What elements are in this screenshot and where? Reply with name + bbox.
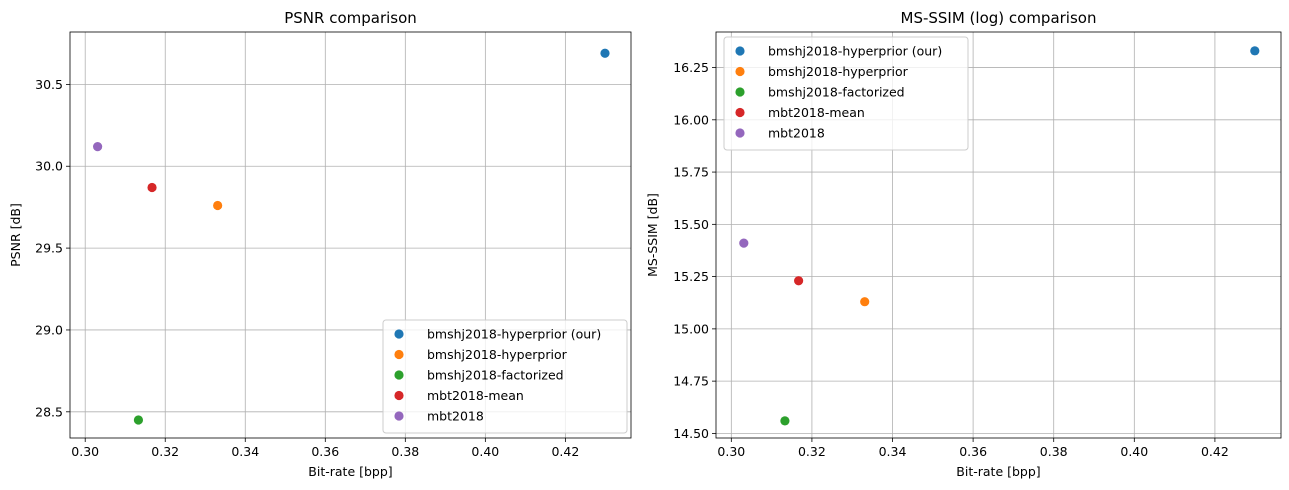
data-point xyxy=(860,297,870,307)
legend-marker xyxy=(735,107,745,118)
data-point xyxy=(147,182,157,193)
legend-marker xyxy=(735,66,745,77)
x-tick-label: 0.30 xyxy=(717,444,745,459)
legend-label: mbt2018-mean xyxy=(427,388,524,403)
y-tick-label: 14.75 xyxy=(673,374,709,389)
x-tick-label: 0.42 xyxy=(551,444,579,459)
plot-frame xyxy=(69,31,632,439)
data-point xyxy=(739,238,749,248)
chart-title: PSNR comparison xyxy=(284,9,417,27)
y-tick-label: 16.25 xyxy=(673,60,709,75)
legend-label: mbt2018-mean xyxy=(768,105,865,120)
legend-marker xyxy=(735,128,745,138)
x-tick-label: 0.40 xyxy=(471,444,499,459)
legend-marker xyxy=(735,87,745,97)
chart-2: 0.30 0.32 0.34 0.36 0.38 0.40 0.42 14.50 14.75 15… xyxy=(645,9,1282,479)
y-tick-label: 15.25 xyxy=(673,269,709,284)
y-axis-label: MS-SSIM [dB] xyxy=(645,193,660,277)
chart-title: MS-SSIM (log) comparison xyxy=(901,9,1097,27)
y-tick-label: 29.5 xyxy=(35,241,63,256)
y-tick-label: 15.00 xyxy=(673,321,709,336)
legend-label: bmshj2018-hyperprior xyxy=(768,64,909,79)
legend-marker xyxy=(394,370,404,380)
data-point xyxy=(794,276,804,286)
x-tick-label: 0.38 xyxy=(1040,444,1068,459)
x-tick-label: 0.34 xyxy=(231,444,259,459)
data-point xyxy=(213,200,223,211)
x-axis-label: Bit-rate [bpp] xyxy=(956,464,1040,479)
legend-marker xyxy=(394,411,404,421)
x-tick-label: 0.34 xyxy=(879,444,907,459)
legend: bmshj2018-hyperprior (our) bmshj2018-hype… xyxy=(382,319,628,434)
data-point xyxy=(600,48,610,58)
legend-label: bmshj2018-hyperprior xyxy=(427,347,568,362)
y-tick-label: 15.75 xyxy=(673,165,709,180)
x-tick-label: 0.36 xyxy=(311,444,339,459)
legend-label: mbt2018 xyxy=(768,126,825,141)
x-tick-label: 0.32 xyxy=(798,444,826,459)
legend-label: bmshj2018-hyperprior (our) xyxy=(768,44,942,59)
y-tick-label: 15.50 xyxy=(673,217,709,232)
y-tick-label: 29.0 xyxy=(35,322,63,337)
data-point xyxy=(1250,46,1260,56)
legend-marker xyxy=(394,349,404,360)
x-axis-label: Bit-rate [bpp] xyxy=(308,464,392,479)
x-tick-label: 0.38 xyxy=(391,444,419,459)
plot-frame xyxy=(715,31,1282,439)
y-axis-label: PSNR [dB] xyxy=(8,203,23,267)
legend-box xyxy=(723,36,969,151)
x-tick-label: 0.36 xyxy=(959,444,987,459)
legend-label: bmshj2018-factorized xyxy=(427,368,564,383)
x-tick-label: 0.40 xyxy=(1120,444,1148,459)
x-tick-label: 0.32 xyxy=(151,444,179,459)
legend-label: mbt2018 xyxy=(427,409,484,424)
legend-label: bmshj2018-hyperprior (our) xyxy=(427,327,601,342)
legend-marker xyxy=(735,46,745,56)
x-tick-label: 0.30 xyxy=(71,444,99,459)
y-tick-label: 28.5 xyxy=(35,404,63,419)
chart-1: 0.30 0.32 0.34 0.36 0.38 0.40 0.42 28.5 29.0 29.5… xyxy=(8,9,632,479)
legend: bmshj2018-hyperprior (our) bmshj2018-hype… xyxy=(723,36,969,151)
legend-label: bmshj2018-factorized xyxy=(768,85,905,100)
y-tick-label: 30.5 xyxy=(35,77,63,92)
data-point xyxy=(93,141,103,152)
legend-marker xyxy=(394,329,404,339)
data-point xyxy=(780,416,790,426)
legend-marker xyxy=(394,390,404,401)
y-tick-label: 30.0 xyxy=(35,159,63,174)
legend-box xyxy=(382,319,628,434)
y-tick-label: 16.00 xyxy=(673,112,709,127)
x-tick-label: 0.42 xyxy=(1201,444,1229,459)
y-tick-label: 14.50 xyxy=(673,426,709,441)
data-point xyxy=(133,415,144,425)
